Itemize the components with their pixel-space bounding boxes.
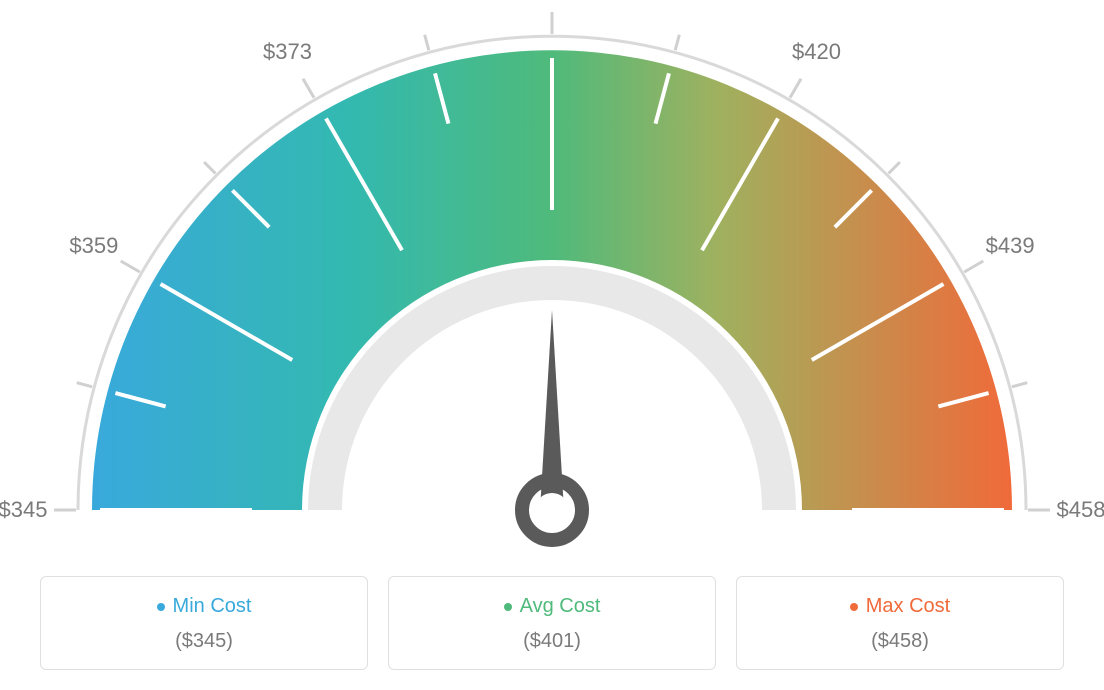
gauge-svg: [0, 0, 1104, 560]
gauge-tick-label: $458: [1057, 497, 1104, 523]
legend-dot-max: [850, 603, 858, 611]
legend-label-min: Min Cost: [173, 595, 252, 618]
gauge-tick-label: $420: [792, 39, 841, 65]
gauge-tick-label: $359: [69, 233, 118, 259]
legend-card-avg: Avg Cost ($401): [388, 576, 716, 670]
gauge-chart: $345$359$373$401$420$439$458: [0, 0, 1104, 560]
gauge-tick-label: $373: [263, 39, 312, 65]
legend-value-avg: ($401): [399, 630, 705, 653]
legend-label-avg: Avg Cost: [520, 595, 601, 618]
gauge-tick-label: $439: [986, 233, 1035, 259]
legend-label-max: Max Cost: [866, 595, 950, 618]
legend-value-min: ($345): [51, 630, 357, 653]
legend-row: Min Cost ($345) Avg Cost ($401) Max Cost…: [0, 576, 1104, 670]
legend-card-min: Min Cost ($345): [40, 576, 368, 670]
legend-dot-avg: [504, 603, 512, 611]
legend-value-max: ($458): [747, 630, 1053, 653]
legend-dot-min: [157, 603, 165, 611]
gauge-tick-label: $345: [0, 497, 47, 523]
legend-card-max: Max Cost ($458): [736, 576, 1064, 670]
